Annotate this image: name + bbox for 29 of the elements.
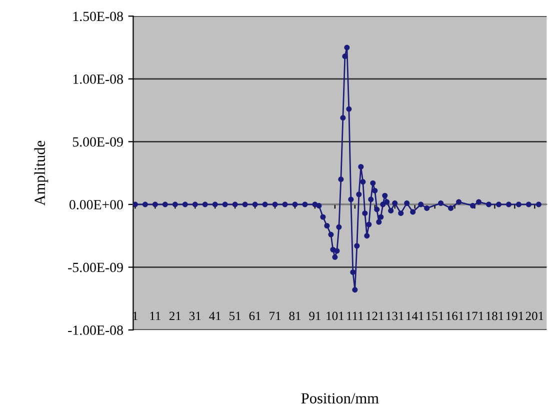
y-tick-label: 1.50E-08 — [73, 12, 123, 22]
x-tick-label: 101 — [326, 312, 344, 320]
x-tick-label: 31 — [189, 312, 201, 320]
y-tick-label: -1.00E-08 — [68, 326, 123, 335]
y-tick-label: -5.00E-09 — [68, 262, 123, 272]
x-tick-label: 1 — [133, 312, 138, 320]
x-tick-label: 151 — [426, 312, 444, 320]
x-tick-label: 171 — [466, 312, 484, 320]
y-tick-label: 1.00E-08 — [73, 74, 123, 84]
y-tick-label: 0.00E+00 — [70, 200, 123, 210]
x-tick-label: 71 — [270, 312, 281, 320]
x-tick-label: 181 — [486, 312, 504, 320]
x-tick-label: 111 — [347, 312, 364, 320]
x-tick-label: 91 — [309, 312, 320, 320]
y-tick-label: 5.00E-09 — [72, 137, 123, 147]
x-tick-label: 121 — [366, 312, 384, 320]
x-tick-label: 41 — [209, 312, 221, 320]
x-tick-label: 21 — [169, 312, 181, 320]
x-tick-label: 11 — [150, 312, 160, 320]
x-tick-label: 161 — [446, 312, 464, 320]
x-tick-label: 201 — [526, 312, 544, 320]
x-tick-label: 81 — [289, 312, 300, 320]
x-axis-title: Position/mm — [301, 393, 379, 404]
x-tick-label: 61 — [249, 312, 261, 320]
y-axis-title: Amplitude — [34, 140, 48, 206]
x-tick-label: 191 — [506, 312, 524, 320]
x-tick-label: 141 — [406, 312, 424, 320]
x-tick-label: 51 — [230, 312, 241, 320]
x-tick-label: 131 — [386, 312, 404, 320]
